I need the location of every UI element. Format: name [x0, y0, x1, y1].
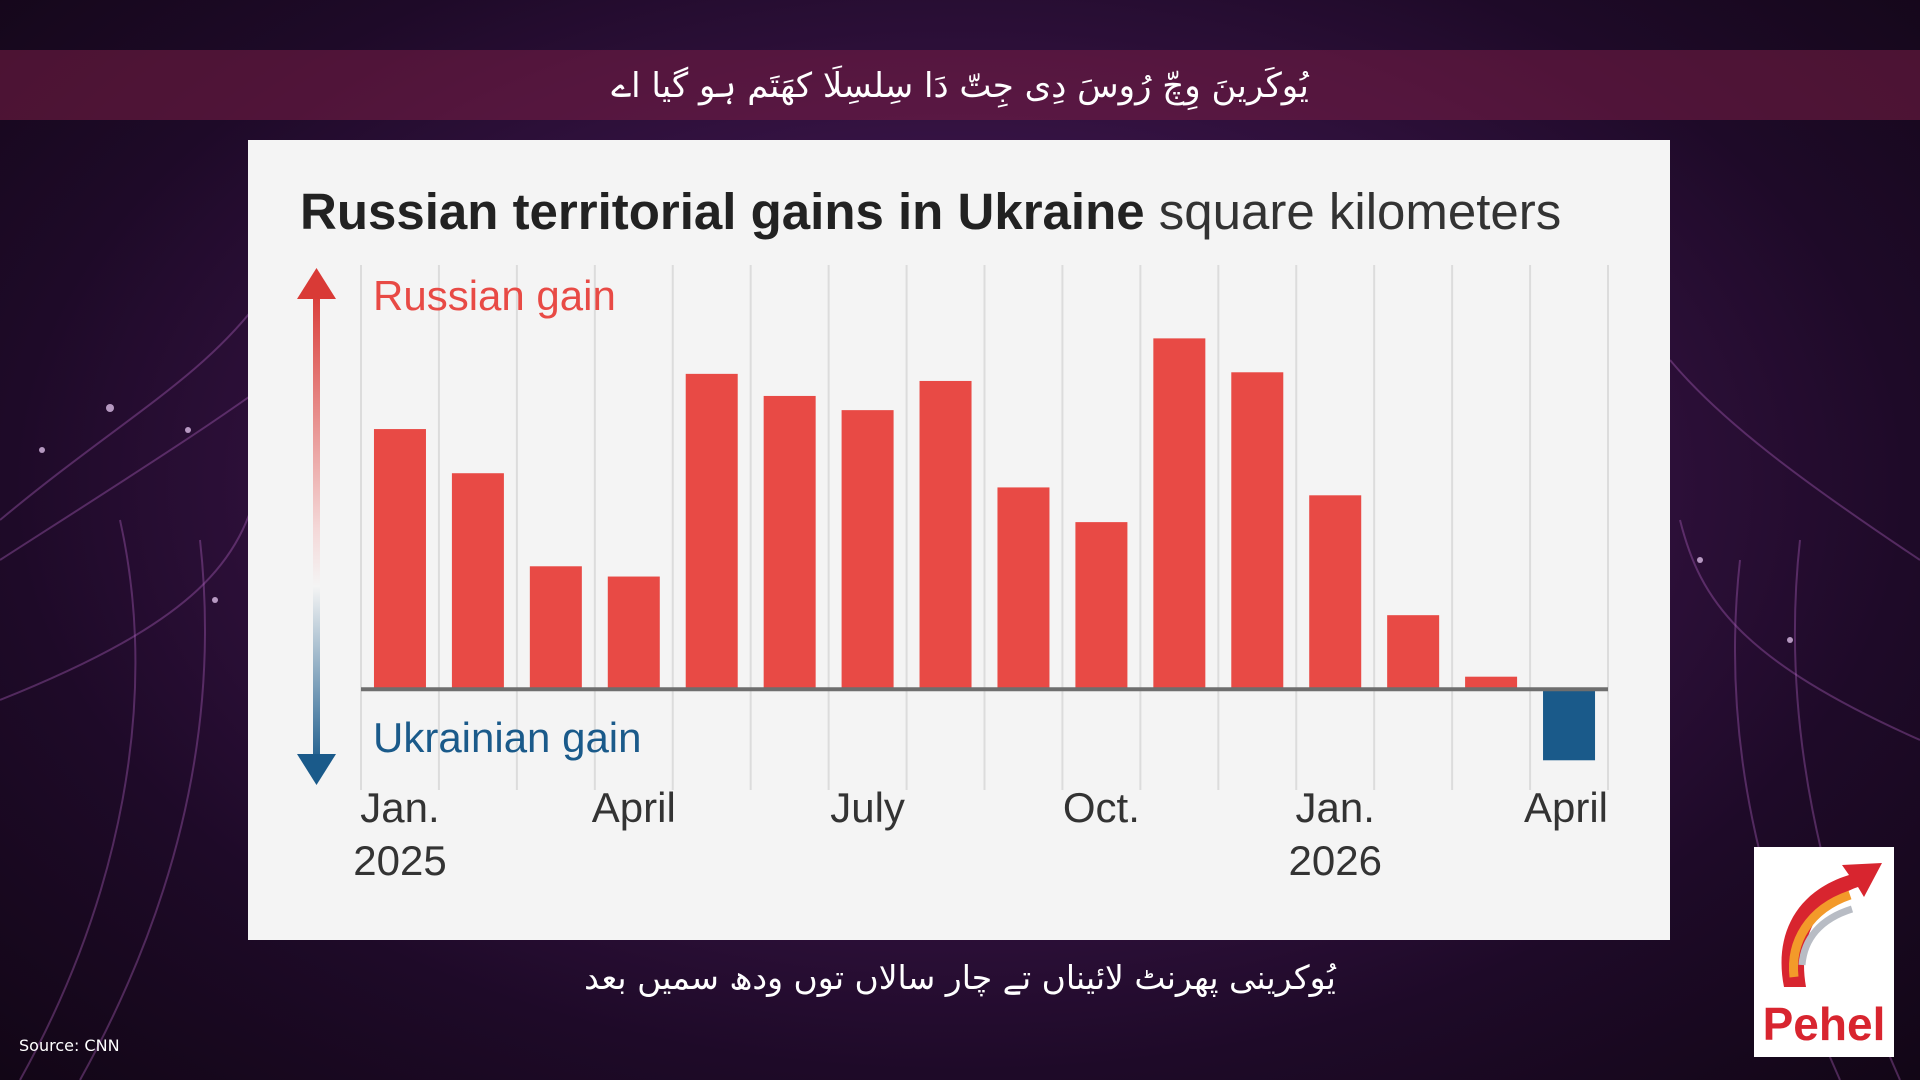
source-credit: Source: CNN [19, 1036, 120, 1055]
bar-russian-gain [1153, 338, 1206, 690]
bar-russian-gain [451, 473, 504, 690]
gridlines [360, 265, 1609, 790]
pehel-logo-text: Pehel [1762, 998, 1886, 1050]
x-tick-label: Oct. [1063, 784, 1140, 831]
headline-text: یُوکَرینَ وِچّ رُوسَ دِی جِتّ دَا سِلسِل… [611, 65, 1309, 106]
bar-russian-gain [373, 429, 426, 690]
bar-russian-gain [1231, 372, 1284, 690]
bar-ukrainian-gain [1543, 689, 1596, 761]
bar-russian-gain [1075, 522, 1128, 690]
chart-card: Russian territorial gains in Ukraine squ… [248, 140, 1670, 940]
bar-russian-gain [997, 487, 1050, 690]
x-tick-label: April [1524, 784, 1608, 831]
direction-arrow-up-head [297, 268, 336, 299]
x-tick-labels: Jan. 2025 April July Oct. Jan. 2026 April [353, 784, 1608, 884]
legend-russian-gain: Russian gain [373, 272, 616, 319]
x-tick-label: April [592, 784, 676, 831]
chart-title: Russian territorial gains in Ukraine squ… [300, 182, 1561, 241]
x-tick-label: Jan. [1296, 784, 1375, 831]
bar-russian-gain [763, 395, 816, 690]
bar-russian-gain [841, 410, 894, 690]
x-tick-label: 2026 [1289, 837, 1382, 884]
x-tick-label: 2025 [353, 837, 446, 884]
bar-russian-gain [529, 566, 582, 690]
x-tick-label: July [830, 784, 905, 831]
bar-russian-gain [1465, 676, 1518, 690]
direction-arrow-shaft [313, 290, 320, 768]
direction-arrow [297, 268, 336, 785]
bars [373, 338, 1596, 761]
caption-text: یُوکرینی پھرنٹ لائیناں تے چار سالاں توں … [584, 958, 1336, 997]
chart-title-units: square kilometers [1158, 183, 1562, 240]
chart-title-main: Russian territorial gains in Ukraine [300, 183, 1145, 240]
pehel-logo: Pehel [1754, 847, 1894, 1057]
pehel-logo-mark-icon [1781, 863, 1882, 987]
legend-ukrainian-gain: Ukrainian gain [373, 714, 642, 761]
headline-banner: یُوکَرینَ وِچّ رُوسَ دِی جِتّ دَا سِلسِل… [0, 50, 1920, 120]
x-tick-label: Jan. [360, 784, 439, 831]
bar-chart: Russian gain Ukrainian gain Jan. 2025 Apri… [297, 265, 1609, 884]
bar-russian-gain [1387, 615, 1440, 690]
bar-russian-gain [919, 380, 972, 690]
direction-arrow-down-head [297, 754, 336, 785]
bar-russian-gain [607, 576, 660, 690]
bar-russian-gain [685, 373, 738, 690]
bar-russian-gain [1309, 495, 1362, 690]
